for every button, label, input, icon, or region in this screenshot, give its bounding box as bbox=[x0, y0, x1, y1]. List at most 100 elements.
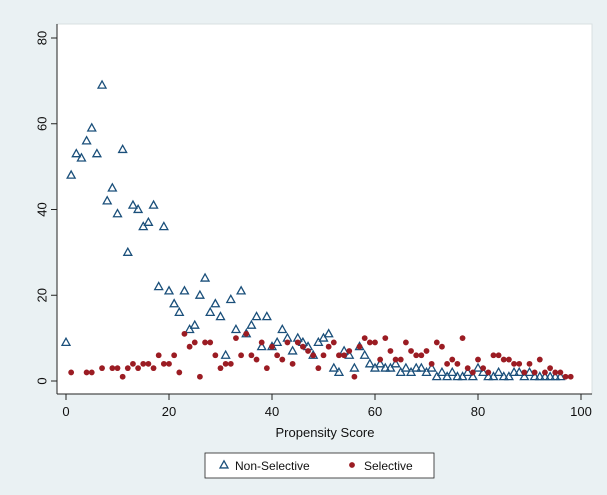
data-point bbox=[114, 365, 121, 372]
data-point bbox=[495, 352, 502, 359]
data-point bbox=[333, 366, 345, 377]
legend: Non-Selective Selective bbox=[204, 452, 435, 479]
data-point bbox=[418, 352, 425, 359]
data-point bbox=[236, 285, 247, 295]
data-point bbox=[472, 362, 484, 372]
data-point bbox=[488, 371, 499, 381]
data-point bbox=[155, 352, 162, 359]
data-point bbox=[315, 365, 322, 372]
data-point bbox=[179, 285, 190, 295]
data-point bbox=[133, 203, 144, 214]
data-point bbox=[459, 335, 466, 342]
data-point bbox=[138, 221, 149, 231]
data-point bbox=[356, 343, 363, 350]
data-point bbox=[127, 199, 139, 209]
x-tick-label: 60 bbox=[368, 404, 382, 419]
data-point bbox=[511, 360, 517, 367]
data-point bbox=[181, 330, 188, 337]
data-point bbox=[261, 311, 272, 321]
data-point bbox=[503, 371, 514, 381]
data-point bbox=[163, 285, 175, 295]
data-point bbox=[483, 371, 494, 381]
data-point bbox=[423, 348, 430, 354]
data-point bbox=[500, 356, 507, 363]
data-point bbox=[124, 365, 131, 372]
data-point bbox=[233, 335, 239, 342]
data-point bbox=[86, 122, 97, 132]
data-point bbox=[88, 369, 95, 376]
data-point bbox=[199, 272, 211, 282]
data-point bbox=[287, 345, 298, 355]
data-point bbox=[508, 366, 520, 377]
data-point bbox=[256, 341, 267, 351]
data-point bbox=[550, 371, 561, 381]
legend-label: Non-Selective bbox=[235, 459, 310, 473]
data-point bbox=[189, 319, 200, 329]
data-point bbox=[169, 298, 180, 308]
data-point bbox=[102, 195, 113, 205]
data-point bbox=[449, 356, 456, 363]
data-point bbox=[519, 371, 530, 381]
data-point bbox=[359, 349, 370, 359]
x-tick-label: 40 bbox=[265, 404, 279, 419]
data-point bbox=[112, 208, 123, 218]
data-point bbox=[516, 360, 523, 367]
data-point bbox=[71, 148, 82, 158]
data-point bbox=[158, 221, 169, 231]
data-point bbox=[349, 362, 360, 372]
data-point bbox=[330, 339, 337, 346]
data-point bbox=[426, 362, 437, 372]
data-point bbox=[498, 371, 509, 381]
data-points bbox=[60, 79, 574, 381]
data-point bbox=[117, 143, 128, 154]
data-point bbox=[467, 371, 478, 381]
data-point bbox=[341, 352, 347, 359]
data-point bbox=[428, 360, 435, 367]
data-point bbox=[210, 298, 221, 308]
y-tick-label: 20 bbox=[35, 288, 50, 302]
data-point bbox=[411, 362, 422, 372]
data-point bbox=[202, 339, 208, 346]
data-point bbox=[351, 373, 358, 380]
data-point bbox=[534, 371, 545, 381]
data-point bbox=[328, 362, 339, 372]
data-point bbox=[160, 360, 167, 367]
data-point bbox=[433, 339, 440, 346]
y-tick-label: 80 bbox=[35, 31, 50, 45]
data-point bbox=[220, 349, 231, 359]
data-point bbox=[372, 339, 378, 346]
data-point bbox=[552, 369, 559, 376]
data-point bbox=[99, 365, 105, 372]
data-point bbox=[135, 365, 142, 372]
data-point bbox=[385, 362, 396, 372]
data-point bbox=[567, 373, 574, 380]
data-point bbox=[531, 369, 538, 376]
data-point bbox=[442, 371, 453, 381]
data-point bbox=[447, 366, 458, 377]
data-point bbox=[542, 369, 548, 376]
data-point bbox=[248, 352, 255, 359]
data-point bbox=[274, 352, 281, 359]
data-point bbox=[545, 371, 556, 381]
data-point bbox=[277, 324, 288, 334]
data-point bbox=[439, 343, 445, 350]
data-point bbox=[194, 289, 205, 299]
data-point bbox=[176, 369, 183, 376]
series-non-selective bbox=[60, 79, 566, 381]
data-point bbox=[380, 362, 391, 372]
data-point bbox=[96, 79, 108, 89]
data-point bbox=[140, 360, 147, 367]
data-point bbox=[109, 365, 116, 372]
data-point bbox=[478, 366, 489, 377]
data-point bbox=[452, 371, 463, 381]
plot-background bbox=[56, 23, 593, 395]
data-point bbox=[387, 348, 394, 354]
data-point bbox=[524, 366, 535, 377]
data-point bbox=[217, 365, 224, 372]
data-point bbox=[122, 246, 133, 256]
axes: 0 20 40 60 80 0 20 40 60 80 100 bbox=[35, 24, 592, 419]
data-point bbox=[171, 352, 178, 359]
data-point bbox=[469, 369, 476, 376]
data-point bbox=[253, 356, 260, 363]
data-point bbox=[462, 366, 473, 377]
